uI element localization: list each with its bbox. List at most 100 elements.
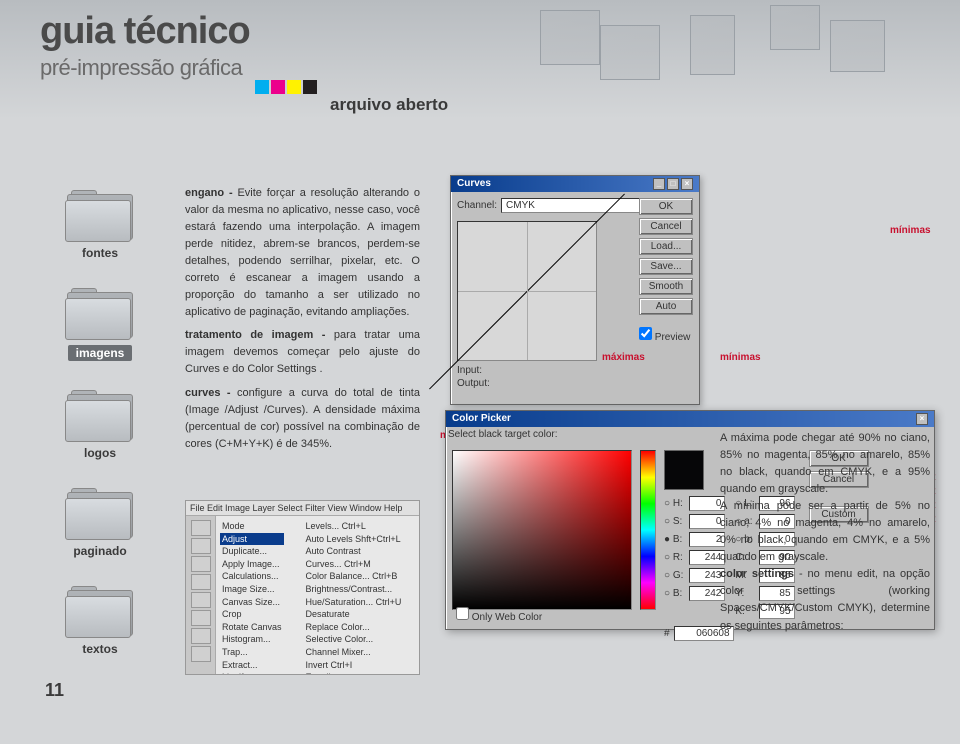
color-field[interactable] [452,450,632,610]
minimize-icon[interactable]: _ [653,178,665,190]
menu-item[interactable]: Extract... [220,659,284,672]
hex-label: # [664,628,670,639]
close-icon[interactable]: × [916,413,928,425]
page-header: guia técnico pré-impressão gráfica arqui… [0,0,960,120]
photoshop-menu-screenshot: File Edit Image Layer Select Filter View… [185,500,420,675]
folder-fontes[interactable]: fontes [45,190,155,260]
menu-item[interactable]: Calculations... [220,570,284,583]
menu-item[interactable]: Apply Image... [220,558,284,571]
close-icon[interactable]: × [681,178,693,190]
tool-icon[interactable] [191,592,211,608]
submenu-item[interactable]: Selective Color... [304,633,404,646]
header-title: guia técnico [40,10,250,53]
tool-icon[interactable] [191,628,211,644]
body-text-column: engano - Evite forçar a resolução altera… [185,185,420,459]
right-p2: A mínima pode ser a partir de 5% no cian… [720,498,930,566]
folder-label: imagens [68,345,133,361]
folder-logos[interactable]: logos [45,390,155,460]
swatch-yellow [287,80,301,94]
anno-minimas-2: mínimas [890,225,931,236]
ok-button[interactable]: OK [639,198,693,215]
folder-icon [65,586,135,638]
folder-icon [65,390,135,442]
picker-titlebar[interactable]: Color Picker × [446,411,934,427]
submenu-item[interactable]: Channel Mixer... [304,646,404,659]
folder-icon [65,288,135,340]
submenu-item[interactable]: Auto Contrast [304,545,404,558]
auto-button[interactable]: Auto [639,298,693,315]
input-label: Input: [457,365,482,376]
preview-checkbox[interactable]: Preview [639,327,693,343]
tool-icon[interactable] [191,538,211,554]
picker-title: Color Picker [452,413,511,425]
header-subtitle: pré-impressão gráfica [40,55,242,81]
p2-bold: tratamento de imagem - [185,329,334,341]
menu-item[interactable]: Adjust [220,533,284,546]
swatch-black [303,80,317,94]
menu-item[interactable]: Liquify... [220,671,284,675]
curves-buttons: OK Cancel Load... Save... Smooth Auto Pr… [639,198,693,343]
color-preview [664,450,704,490]
submenu-item[interactable]: Brightness/Contrast... [304,583,404,596]
section-label: arquivo aberto [330,95,448,115]
load-button[interactable]: Load... [639,238,693,255]
submenu-item[interactable]: Desaturate [304,608,404,621]
s-label: ○ S: [664,516,683,527]
curve-graph[interactable] [457,221,597,361]
folder-label: textos [45,642,155,656]
g-label: ○ G: [664,570,683,581]
menu-item[interactable]: Rotate Canvas [220,621,284,634]
anno-maximas-1: máximas [602,352,645,363]
folder-label: logos [45,446,155,460]
r-label: ○ R: [664,552,683,563]
save-button[interactable]: Save... [639,258,693,275]
swatch-magenta [271,80,285,94]
folder-textos[interactable]: textos [45,586,155,656]
submenu-item[interactable]: Equalize [304,671,404,675]
menu-item[interactable]: Duplicate... [220,545,284,558]
submenu-item[interactable]: Hue/Saturation... Ctrl+U [304,596,404,609]
adjust-submenu: Levels... Ctrl+LAuto Levels Shft+Ctrl+LA… [304,520,404,675]
sidebar: fontes imagens logos paginado textos [45,190,155,684]
menu-item[interactable]: Crop [220,608,284,621]
right-text-column: A máxima pode chegar até 90% no ciano, 8… [720,430,930,635]
tool-icon[interactable] [191,520,211,536]
folder-label: fontes [45,246,155,260]
p3-bold: curves - [185,387,237,399]
submenu-item[interactable]: Levels... Ctrl+L [304,520,404,533]
deco-box-4 [770,5,820,50]
menu-item[interactable]: Trap... [220,646,284,659]
folder-imagens[interactable]: imagens [45,288,155,362]
submenu-item[interactable]: Curves... Ctrl+M [304,558,404,571]
deco-box-2 [600,25,660,80]
maximize-icon[interactable]: □ [667,178,679,190]
bl-label: ○ B: [664,588,683,599]
tool-icon[interactable] [191,574,211,590]
tool-icon[interactable] [191,610,211,626]
tool-icon[interactable] [191,556,211,572]
folder-paginado[interactable]: paginado [45,488,155,558]
submenu-item[interactable]: Auto Levels Shft+Ctrl+L [304,533,404,546]
menu-item[interactable]: Mode [220,520,284,533]
swatch-cyan [255,80,269,94]
deco-box-5 [830,20,885,72]
submenu-item[interactable]: Color Balance... Ctrl+B [304,570,404,583]
menu-item[interactable]: Histogram... [220,633,284,646]
folder-label: paginado [45,544,155,558]
output-label: Output: [457,378,490,389]
h-label: ○ H: [664,498,683,509]
smooth-button[interactable]: Smooth [639,278,693,295]
image-menu: ModeAdjustDuplicate...Apply Image...Calc… [220,520,284,675]
hue-strip[interactable] [640,450,656,610]
tool-icon[interactable] [191,646,211,662]
menu-item[interactable]: Canvas Size... [220,596,284,609]
cancel-button[interactable]: Cancel [639,218,693,235]
curves-titlebar[interactable]: Curves _ □ × [451,176,699,192]
menu-item[interactable]: Image Size... [220,583,284,596]
submenu-item[interactable]: Replace Color... [304,621,404,634]
submenu-item[interactable]: Invert Ctrl+I [304,659,404,672]
p1-text: Evite forçar a resolução alterando o val… [185,187,420,318]
p1-bold: engano - [185,187,237,199]
curves-dialog: Curves _ □ × Channel: CMYK Input: Output… [450,175,700,405]
only-web-checkbox[interactable]: Only Web Color [456,607,542,623]
